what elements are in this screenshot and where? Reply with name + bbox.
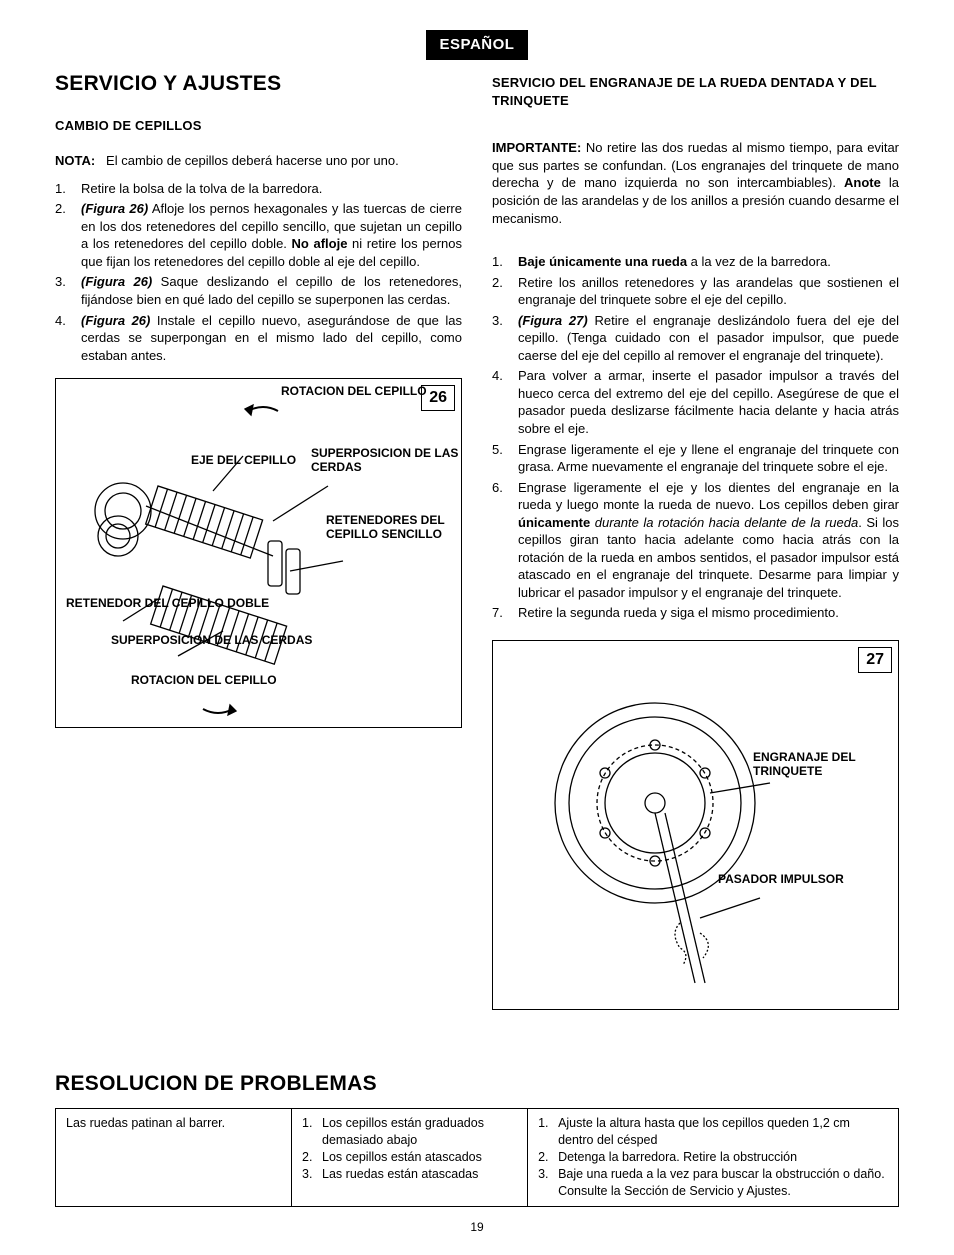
problem-cell: Las ruedas patinan al barrer. xyxy=(56,1109,292,1206)
note-text: El cambio de cepillos deberá hacerse uno… xyxy=(106,153,399,168)
label-pasador: PASADOR IMPULSOR xyxy=(718,873,844,887)
cause-list: Los cepillos están graduados demasiado a… xyxy=(302,1115,517,1183)
anote-label: Anote xyxy=(844,175,881,190)
solution-list: Ajuste la altura hasta que los cepillos … xyxy=(538,1115,888,1199)
fig-ref: (Figura 26) xyxy=(81,274,152,289)
section-title: SERVICIO Y AJUSTES xyxy=(55,70,462,98)
language-badge-text: ESPAÑOL xyxy=(426,30,529,60)
list-item: Ajuste la altura hasta que los cepillos … xyxy=(538,1115,888,1149)
label-super1: SUPERPOSICION DE LAS CERDAS xyxy=(311,447,461,475)
important-paragraph: IMPORTANTE: No retire las dos ruedas al … xyxy=(492,139,899,227)
step-text: Para volver a armar, inserte el pasador … xyxy=(518,368,899,436)
list-item: Los cepillos están atascados xyxy=(302,1149,517,1166)
step-text: Retire la bolsa de la tolva de la barred… xyxy=(81,181,322,196)
troubleshoot-title: RESOLUCION DE PROBLEMAS xyxy=(55,1070,899,1098)
right-steps: Baje únicamente una rueda a la vez de la… xyxy=(492,253,899,622)
troubleshoot-table: Las ruedas patinan al barrer. Los cepill… xyxy=(55,1108,899,1206)
step-text: Retire los anillos retenedores y las ara… xyxy=(518,275,899,308)
step: Retire los anillos retenedores y las ara… xyxy=(492,274,899,309)
main-columns: SERVICIO Y AJUSTES CAMBIO DE CEPILLOS NO… xyxy=(55,70,899,1010)
step: Baje únicamente una rueda a la vez de la… xyxy=(492,253,899,271)
list-item: Las ruedas están atascadas xyxy=(302,1166,517,1183)
subsection-title-right: SERVICIO DEL ENGRANAJE DE LA RUEDA DENTA… xyxy=(492,74,899,109)
left-column: SERVICIO Y AJUSTES CAMBIO DE CEPILLOS NO… xyxy=(55,70,462,1010)
step: (Figura 26) Saque deslizando el cepillo … xyxy=(55,273,462,308)
list-item: Los cepillos están graduados demasiado a… xyxy=(302,1115,517,1149)
fig-ref: (Figura 26) xyxy=(81,201,148,216)
step-text: Retire la segunda rueda y siga el mismo … xyxy=(518,605,839,620)
step: Para volver a armar, inserte el pasador … xyxy=(492,367,899,437)
troubleshooting-section: RESOLUCION DE PROBLEMAS Las ruedas patin… xyxy=(55,1070,899,1207)
step: (Figura 27) Retire el engranaje deslizán… xyxy=(492,312,899,365)
emphasis: únicamente xyxy=(518,515,590,530)
fig-ref: (Figura 26) xyxy=(81,313,150,328)
cell-text: Las ruedas patinan al barrer. xyxy=(66,1116,225,1130)
label-rotacion-top: ROTACION DEL CEPILLO xyxy=(281,385,427,399)
fig-ref: (Figura 27) xyxy=(518,313,588,328)
left-steps: Retire la bolsa de la tolva de la barred… xyxy=(55,180,462,364)
note-label: NOTA: xyxy=(55,153,95,168)
label-engranaje: ENGRANAJE DEL TRINQUETE xyxy=(753,751,898,779)
right-column: SERVICIO DEL ENGRANAJE DE LA RUEDA DENTA… xyxy=(492,70,899,1010)
label-ret-doble: RETENEDOR DEL CEPILLO DOBLE xyxy=(66,597,269,611)
figure-26: 26 xyxy=(55,378,462,728)
step-text: Engrase ligeramente el eje y llene el en… xyxy=(518,442,899,475)
step: Engrase ligeramente el eje y llene el en… xyxy=(492,441,899,476)
important-label: IMPORTANTE: xyxy=(492,140,581,155)
step-text: Engrase ligeramente el eje y los dientes… xyxy=(518,480,899,513)
solution-cell: Ajuste la altura hasta que los cepillos … xyxy=(528,1109,899,1206)
language-badge: ESPAÑOL xyxy=(55,30,899,60)
table-row: Las ruedas patinan al barrer. Los cepill… xyxy=(56,1109,899,1206)
figure-27-diagram xyxy=(505,653,885,1003)
list-item: Baje una rueda a la vez para buscar la o… xyxy=(538,1166,888,1200)
figure-26-diagram xyxy=(68,391,448,721)
italic-text: durante la rotación hacia delante de la … xyxy=(590,515,858,530)
emphasis: Baje únicamente una rueda xyxy=(518,254,687,269)
step: Engrase ligeramente el eje y los dientes… xyxy=(492,479,899,602)
step-text: a la vez de la barredora. xyxy=(687,254,831,269)
subsection-title: CAMBIO DE CEPILLOS xyxy=(55,117,462,135)
emphasis: No afloje xyxy=(292,236,348,251)
note-paragraph: NOTA: El cambio de cepillos deberá hacer… xyxy=(55,152,462,170)
step: Retire la bolsa de la tolva de la barred… xyxy=(55,180,462,198)
step: (Figura 26) Afloje los pernos hexagonale… xyxy=(55,200,462,270)
step: Retire la segunda rueda y siga el mismo … xyxy=(492,604,899,622)
label-eje: EJE DEL CEPILLO xyxy=(191,454,296,468)
label-ret-sencillo: RETENEDORES DEL CEPILLO SENCILLO xyxy=(326,514,461,542)
list-item: Detenga la barredora. Retire la obstrucc… xyxy=(538,1149,888,1166)
label-rotacion-bottom: ROTACION DEL CEPILLO xyxy=(131,674,277,688)
page-number: 19 xyxy=(55,1219,899,1235)
label-super2: SUPERPOSICION DE LAS CERDAS xyxy=(111,634,312,648)
cause-cell: Los cepillos están graduados demasiado a… xyxy=(292,1109,528,1206)
step: (Figura 26) Instale el cepillo nuevo, as… xyxy=(55,312,462,365)
figure-27: 27 xyxy=(492,640,899,1010)
